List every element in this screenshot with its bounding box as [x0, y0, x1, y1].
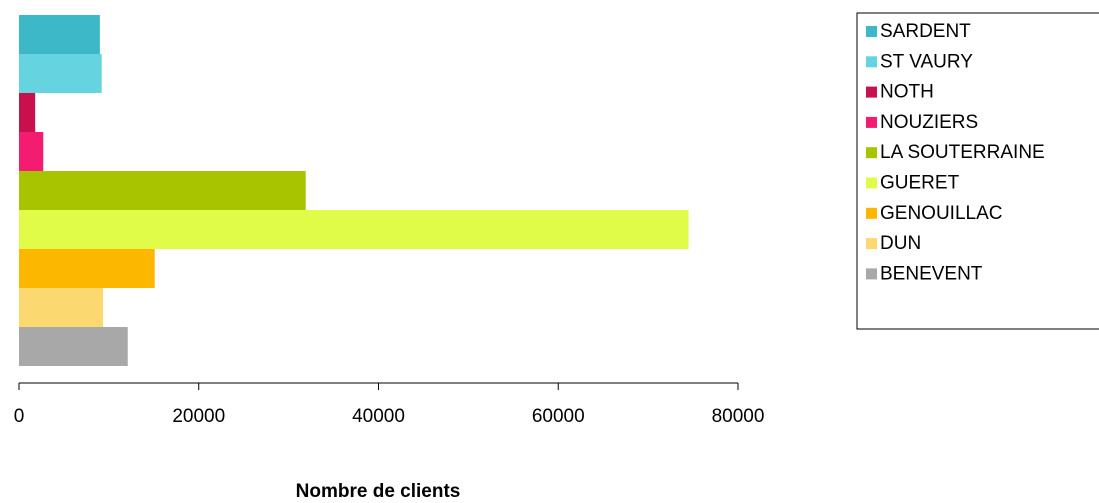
legend-label: GUERET: [880, 173, 960, 194]
x-tick-label: 80000: [712, 406, 765, 427]
bar: [19, 132, 44, 171]
legend-label: LA SOUTERRAINE: [880, 142, 1045, 163]
legend-swatch: [866, 56, 877, 68]
bar: [19, 249, 155, 288]
bar: [19, 210, 689, 249]
legend-box: [856, 12, 1099, 330]
bar: [19, 171, 306, 210]
x-tick-label: 60000: [532, 406, 585, 427]
legend-swatch: [866, 86, 877, 98]
legend-swatch: [866, 116, 877, 128]
legend-swatch: [866, 147, 877, 159]
x-tick-label: 40000: [352, 406, 405, 427]
bar: [19, 327, 128, 366]
legend-label: NOUZIERS: [880, 112, 978, 133]
legend-swatch: [866, 238, 877, 250]
legend-label: GENOUILLAC: [880, 203, 1002, 224]
legend-swatch: [866, 177, 877, 189]
legend-swatch: [866, 268, 877, 280]
bar: [19, 288, 104, 327]
legend-swatch: [866, 207, 877, 219]
legend-swatch: [866, 26, 877, 37]
x-tick-label: 20000: [172, 406, 225, 427]
bar: [19, 93, 36, 132]
x-axis-label: Nombre de clients: [296, 481, 461, 502]
bar: [19, 15, 100, 54]
x-tick-label: 0: [14, 406, 25, 427]
legend-label: DUN: [880, 233, 921, 254]
bar: [19, 54, 102, 93]
legend-label: ST VAURY: [880, 51, 973, 72]
legend-label: SARDENT: [880, 21, 971, 42]
legend-label: NOTH: [880, 82, 934, 103]
legend-label: BENEVENT: [880, 263, 983, 284]
